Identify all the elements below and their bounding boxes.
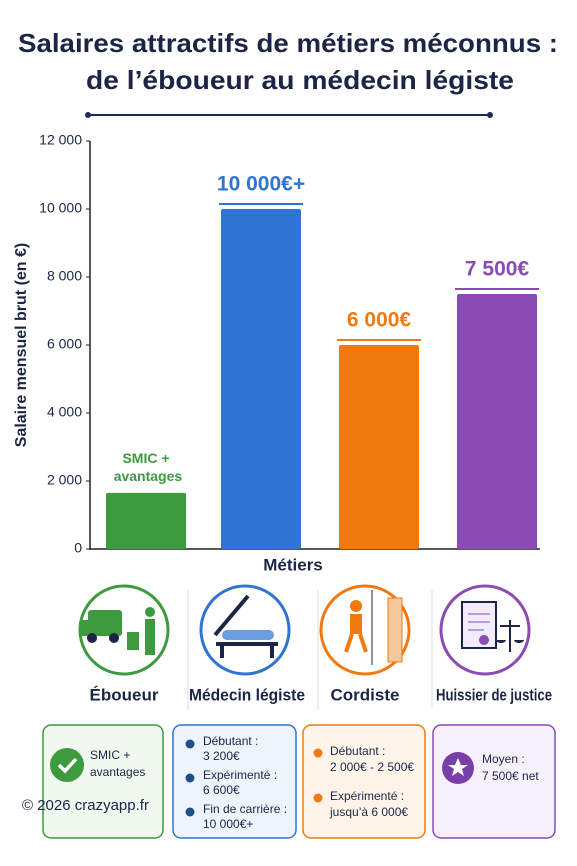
card-text: Expérimenté :	[203, 768, 277, 782]
y-tick-label: 12 000	[39, 132, 82, 148]
bullet	[313, 793, 323, 803]
bullet	[313, 748, 323, 758]
job-name: Éboueur	[90, 685, 159, 704]
card-text: Moyen :	[482, 752, 525, 766]
card-text: 10 000€+	[203, 817, 253, 831]
bullet	[185, 739, 195, 749]
bar	[221, 209, 301, 549]
y-tick-label: 10 000	[39, 200, 82, 216]
y-tick-label: 4 000	[47, 404, 82, 420]
check-mark	[57, 757, 78, 774]
card-text: jusqu’à 6 000€	[329, 805, 408, 819]
title-line: Salaires attractifs de métiers méconnus …	[18, 28, 558, 58]
bar	[457, 294, 537, 549]
card-text: Débutant :	[203, 734, 258, 748]
bar	[339, 345, 419, 549]
card-text: 7 500€ net	[482, 769, 539, 783]
job-name: Huissier de justice	[436, 685, 552, 704]
value-label: 7 500€	[465, 258, 530, 281]
card-text: Débutant :	[330, 744, 385, 758]
card	[42, 724, 164, 839]
footer: © 2026 crazyapp.fr	[22, 797, 149, 814]
icon-medecin	[199, 584, 291, 676]
job-name: Cordiste	[331, 685, 400, 704]
bullet	[185, 773, 195, 783]
card	[172, 724, 297, 839]
title-line: de l’éboueur au médecin légiste	[86, 65, 514, 95]
card-text: 6 600€	[203, 783, 240, 797]
separators	[187, 590, 433, 710]
job-name: Médecin légiste	[189, 685, 305, 704]
rule-dot	[85, 112, 91, 118]
bar	[106, 492, 186, 549]
icon-cordiste	[319, 584, 411, 676]
card-text: Fin de carrière :	[203, 802, 287, 816]
x-axis-label: Métiers	[263, 555, 323, 574]
value-label: 10 000€+	[217, 173, 305, 196]
star	[448, 758, 468, 776]
y-tick-label: 0	[74, 540, 82, 556]
card-text: Expérimenté :	[330, 789, 404, 803]
card-text: avantages	[90, 765, 145, 779]
card	[302, 724, 426, 839]
value-label: 6 000€	[347, 309, 412, 332]
icon-huissier	[439, 584, 531, 676]
bullet	[185, 807, 195, 817]
y-axis-label: Salaire mensuel brut (en €)	[13, 243, 30, 448]
icon-eboueur	[78, 584, 170, 676]
card-text: SMIC +	[90, 748, 130, 762]
value-label: SMIC + avantages	[110, 450, 183, 484]
y-tick-label: 8 000	[47, 268, 82, 284]
card-text: 2 000€ - 2 500€	[330, 760, 414, 774]
check-icon	[50, 748, 84, 782]
card-text: 3 200€	[203, 749, 240, 763]
y-tick-label: 2 000	[47, 472, 82, 488]
y-tick-label: 6 000	[47, 336, 82, 352]
rule-dot	[487, 112, 493, 118]
